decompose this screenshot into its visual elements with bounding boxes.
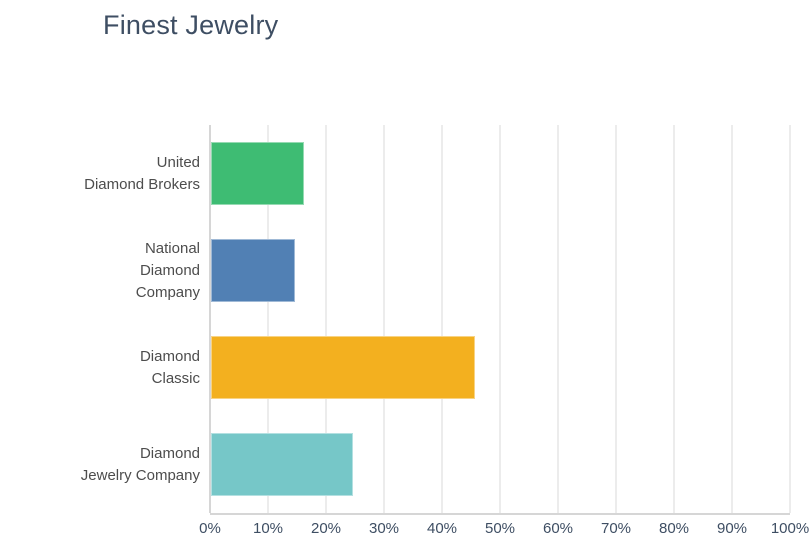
bar-diamond-classic[interactable] [211,336,475,399]
category-label-line: Diamond Brokers [84,175,200,193]
gridline-90% [731,125,733,513]
category-label-diamond-jewelry-company: Diamond Jewelry Company [0,416,200,513]
gridline-30% [383,125,385,513]
x-axis-line [210,513,790,515]
category-label-united-diamond-brokers: United Diamond Brokers [0,125,200,222]
x-tick-label-20%: 20% [310,520,342,537]
gridline-40% [441,125,443,513]
bar-diamond-jewelry-company[interactable] [211,433,354,496]
gridline-50% [499,125,501,513]
category-label-line: Diamond [139,347,200,365]
x-tick-label-10%: 10% [252,520,284,537]
category-label-line: Jewelry Company [80,466,200,484]
category-label-line: Diamond [139,444,200,462]
x-tick-label-80%: 80% [658,520,690,537]
x-tick-label-70%: 70% [600,520,632,537]
x-tick-label-60%: 60% [542,520,574,537]
gridline-60% [557,125,559,513]
gridline-100% [789,125,791,513]
x-tick-label-100%: 100% [770,520,810,537]
bar-national-diamond-company[interactable] [211,239,296,302]
category-label-line: Classic [151,369,200,387]
category-label-line: Diamond [139,261,200,279]
category-label-diamond-classic: Diamond Classic [0,319,200,416]
chart-title: Finest Jewelry [103,10,279,40]
category-label-line: Company [135,283,200,301]
x-tick-label-90%: 90% [716,520,748,537]
x-tick-label-30%: 30% [368,520,400,537]
gridline-20% [325,125,327,513]
x-tick-label-40%: 40% [426,520,458,537]
category-label-line: United [156,153,200,171]
category-label-line: National [144,239,200,257]
plot-area [209,125,791,515]
gridline-10% [267,125,269,513]
x-tick-label-50%: 50% [484,520,516,537]
y-axis-line [209,125,211,513]
x-tick-label-0%: 0% [199,520,221,537]
category-label-national-diamond-company: National Diamond Company [0,222,200,319]
gridline-80% [673,125,675,513]
bar-united-diamond-brokers[interactable] [211,142,304,205]
gridline-70% [615,125,617,513]
